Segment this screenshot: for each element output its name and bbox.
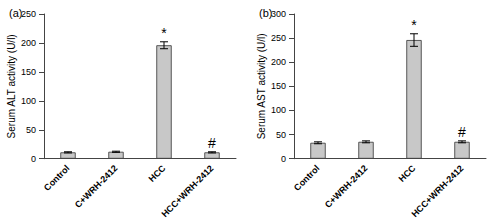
svg-text:150: 150 xyxy=(271,81,286,91)
svg-text:50: 50 xyxy=(276,130,286,140)
svg-text:Control: Control xyxy=(292,163,322,193)
svg-text:HCC+WRH-2412: HCC+WRH-2412 xyxy=(160,163,216,219)
svg-text:100: 100 xyxy=(271,105,286,115)
svg-text:0: 0 xyxy=(281,154,286,164)
svg-text:200: 200 xyxy=(21,38,36,48)
svg-text:(b): (b) xyxy=(259,7,272,19)
svg-text:50: 50 xyxy=(26,125,36,135)
svg-text:#: # xyxy=(208,135,216,151)
svg-text:150: 150 xyxy=(21,67,36,77)
svg-text:250: 250 xyxy=(271,33,286,43)
svg-text:C+WRH-2412: C+WRH-2412 xyxy=(323,163,370,210)
svg-text:*: * xyxy=(161,25,167,41)
svg-text:Control: Control xyxy=(42,163,72,193)
svg-text:C+WRH-2412: C+WRH-2412 xyxy=(73,163,120,210)
svg-text:HCC: HCC xyxy=(147,163,168,184)
svg-text:*: * xyxy=(411,17,417,33)
svg-text:HCC: HCC xyxy=(397,163,418,184)
svg-text:Serum AST activity (U/l): Serum AST activity (U/l) xyxy=(256,33,267,139)
svg-text:250: 250 xyxy=(21,9,36,19)
svg-text:(a): (a) xyxy=(9,7,22,19)
svg-text:200: 200 xyxy=(271,57,286,67)
svg-text:300: 300 xyxy=(271,9,286,19)
svg-text:100: 100 xyxy=(21,96,36,106)
svg-text:0: 0 xyxy=(31,154,36,164)
svg-text:Serum ALT activity (U/l): Serum ALT activity (U/l) xyxy=(6,34,17,138)
svg-text:#: # xyxy=(458,124,466,140)
svg-text:HCC+WRH-2412: HCC+WRH-2412 xyxy=(410,163,466,219)
